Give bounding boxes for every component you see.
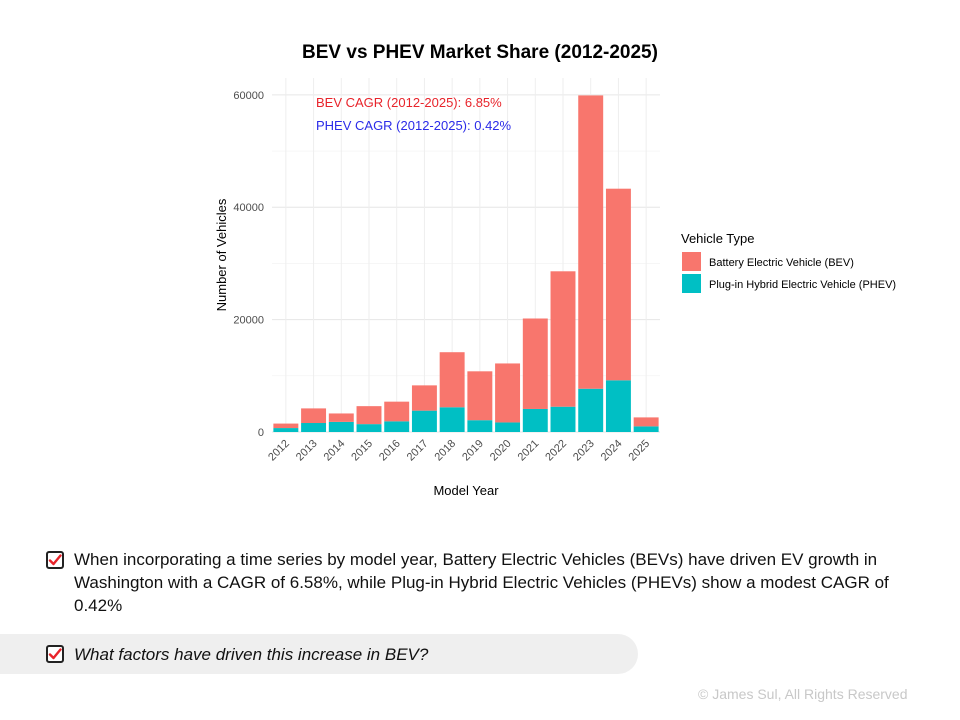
legend-label: Plug-in Hybrid Electric Vehicle (PHEV) [709, 279, 896, 291]
bar-bev [578, 95, 604, 389]
y-axis-title: Number of Vehicles [214, 198, 229, 311]
cagr-annotation: PHEV CAGR (2012-2025): 0.42% [316, 118, 512, 133]
bar-bev [633, 417, 659, 427]
bar-phev [301, 423, 327, 432]
bar-phev [495, 422, 521, 432]
checkbox-checked-icon [46, 645, 64, 663]
x-tick-label: 2024 [599, 438, 625, 464]
bar-phev [439, 407, 465, 432]
x-tick-label: 2016 [377, 438, 403, 464]
bar-bev [273, 423, 299, 429]
bar-bev [522, 318, 548, 409]
bar-phev [578, 388, 604, 432]
y-tick-label: 40000 [233, 202, 264, 214]
cagr-annotation: BEV CAGR (2012-2025): 6.85% [316, 95, 502, 110]
bar-bev [495, 363, 521, 423]
x-tick-label: 2014 [322, 438, 348, 464]
x-tick-label: 2012 [266, 438, 292, 464]
bar-bev [356, 406, 382, 425]
x-axis-title: Model Year [433, 483, 499, 498]
bar-phev [411, 410, 437, 432]
bar-phev [384, 421, 410, 432]
x-tick-label: 2021 [516, 438, 542, 464]
bar-phev [550, 406, 576, 432]
bar-bev [439, 352, 465, 408]
bar-phev [328, 421, 354, 432]
x-tick-label: 2020 [488, 438, 514, 464]
bar-phev [273, 428, 299, 432]
x-tick-label: 2025 [626, 438, 652, 464]
chart: 0 20000 40000 60000 2012 2013 2014 2015 2016 2017… [214, 42, 896, 498]
insight-bullet: When incorporating a time series by mode… [46, 548, 926, 617]
y-tick-label: 20000 [233, 315, 264, 327]
bar-phev [467, 420, 493, 432]
x-tick-label: 2013 [294, 438, 320, 464]
question-bullet: What factors have driven this increase i… [46, 643, 626, 666]
question-highlight [0, 634, 638, 674]
checkbox-checked-icon [46, 551, 64, 569]
x-tick-label: 2019 [460, 438, 486, 464]
bar-bev [301, 408, 327, 424]
bar-phev [522, 408, 548, 432]
y-tick-label: 60000 [233, 90, 264, 102]
x-tick-label: 2015 [349, 438, 375, 464]
question-text: What factors have driven this increase i… [74, 645, 429, 664]
bar-bev [467, 371, 493, 421]
bar-phev [605, 380, 631, 432]
bar-bev [411, 385, 437, 411]
x-tick-label: 2017 [405, 438, 431, 464]
insight-text: When incorporating a time series by mode… [74, 550, 889, 615]
copyright-notice: © James Sul, All Rights Reserved [698, 686, 908, 702]
y-tick-label: 0 [258, 427, 264, 439]
legend-label: Battery Electric Vehicle (BEV) [709, 257, 854, 269]
chart-title: BEV vs PHEV Market Share (2012-2025) [302, 42, 658, 63]
bar-bev [328, 413, 354, 422]
x-tick-label: 2022 [543, 438, 569, 464]
bar-phev [633, 426, 659, 432]
legend-swatch [682, 252, 701, 271]
x-tick-label: 2018 [432, 438, 458, 464]
bar-bev [550, 271, 576, 407]
bar-bev [605, 188, 631, 381]
legend-title: Vehicle Type [681, 231, 754, 246]
bar-phev [356, 424, 382, 432]
legend-swatch [682, 274, 701, 293]
x-tick-label: 2023 [571, 438, 597, 464]
bar-bev [384, 401, 410, 422]
